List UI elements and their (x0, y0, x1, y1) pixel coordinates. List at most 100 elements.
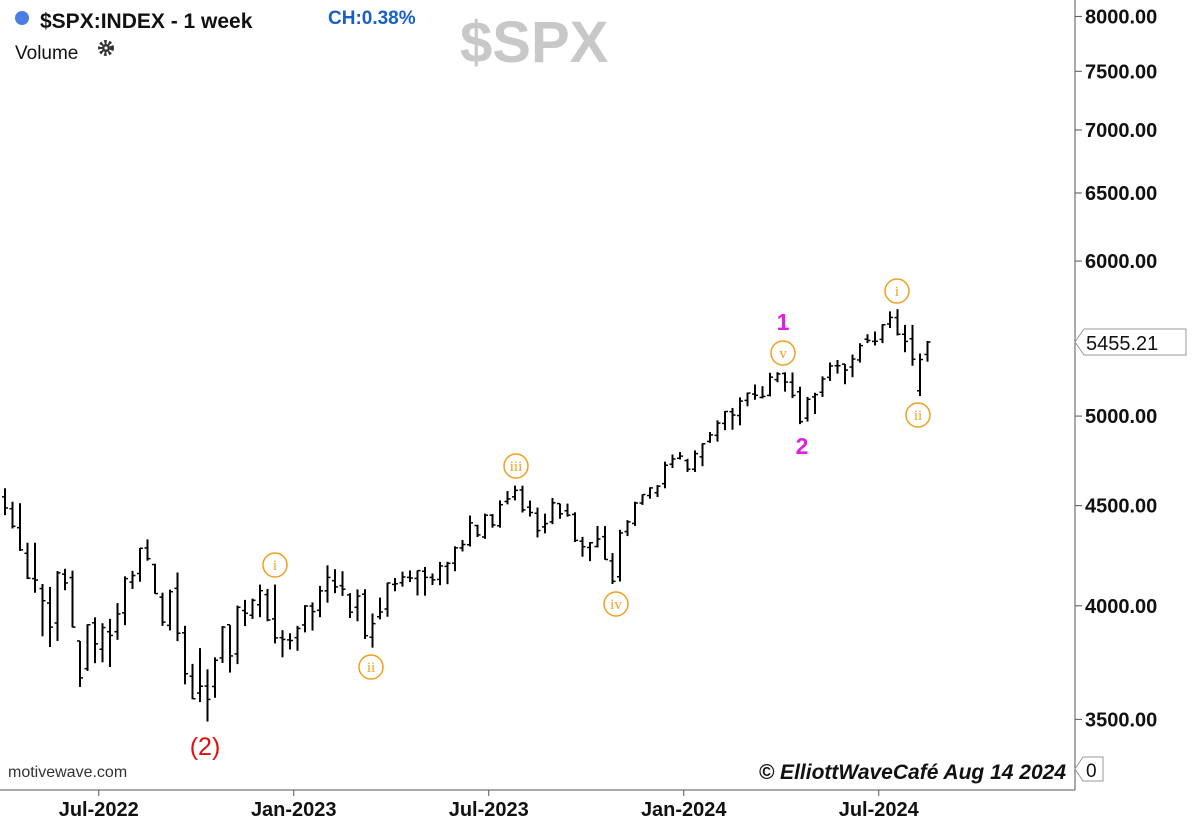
ohlc-bar (594, 525, 601, 548)
ohlc-bar (62, 568, 68, 591)
wave-circle (770, 340, 796, 366)
ohlc-bar (129, 570, 136, 589)
ohlc-bar (302, 605, 308, 633)
ohlc-bar (692, 450, 698, 472)
ohlc-bar (422, 566, 428, 596)
copyright: © ElliottWaveCafé Aug 14 2024 (759, 761, 1067, 784)
ohlc-bar (924, 340, 931, 362)
ohlc-bar (654, 485, 661, 498)
ohlc-bar (557, 502, 563, 519)
ohlc-bar (212, 657, 218, 698)
ohlc-bar (812, 392, 818, 415)
ohlc-bar (287, 633, 293, 650)
ohlc-bar (609, 553, 616, 584)
ohlc-bar (189, 663, 196, 700)
ohlc-bar (234, 605, 241, 665)
ohlc-bar (144, 539, 151, 561)
wave-label: (2) (190, 733, 221, 761)
wave-circle (262, 552, 288, 578)
ohlc-bar (362, 589, 368, 639)
ohlc-bar (347, 593, 353, 619)
ohlc-bar (917, 353, 923, 397)
ohlc-bar (722, 410, 728, 431)
ohlc-bar (219, 626, 226, 663)
ohlc-bar (309, 602, 316, 631)
ohlc-bar (339, 571, 346, 596)
ohlc-bar (2, 488, 8, 516)
ohlc-bar (489, 514, 496, 528)
watermark: $SPX (460, 10, 609, 75)
ohlc-bar (407, 570, 413, 583)
change-label: CH:0.38% (328, 8, 416, 29)
ohlc-bar (737, 397, 743, 426)
ohlc-bar (789, 372, 796, 399)
ohlc-bar (647, 487, 653, 499)
ohlc-bar (864, 334, 871, 344)
ohlc-bar (84, 623, 91, 671)
ohlc-bar (159, 592, 166, 626)
ohlc-bar (444, 561, 451, 585)
ohlc-bar (519, 485, 526, 513)
ohlc-bar (249, 598, 256, 619)
ohlc-bar (774, 372, 781, 383)
ohlc-bar (527, 500, 533, 517)
ohlc-bar (227, 623, 233, 673)
ohlc-bar (24, 542, 31, 580)
price-bars (2, 309, 931, 722)
ohlc-bar (729, 407, 736, 430)
x-tick-label: Jul-2023 (449, 799, 529, 821)
y-tick-label: 6500.00 (1085, 183, 1157, 205)
ohlc-bar (579, 536, 586, 557)
gear-hole (104, 46, 108, 50)
wave-label: 1 (777, 309, 790, 335)
ohlc-bar (617, 529, 623, 582)
ohlc-bar (317, 585, 323, 618)
ohlc-bar (699, 442, 706, 467)
ohlc-bar (782, 372, 788, 392)
x-tick-label: Jul-2022 (59, 799, 139, 821)
ohlc-bar (512, 485, 518, 501)
wave-label: i (273, 558, 277, 574)
x-tick-label: Jul-2024 (839, 799, 920, 821)
ohlc-bar (452, 546, 458, 572)
y-tick-label: 7500.00 (1085, 61, 1157, 83)
settings-icon[interactable] (98, 40, 114, 56)
wave-circle (905, 402, 931, 428)
ohlc-bar (632, 501, 638, 526)
price-label-box (1074, 328, 1187, 356)
ohlc-bar (474, 524, 481, 538)
last-price-label: 5455.21 (1086, 333, 1158, 355)
y-tick-label: 8000.00 (1085, 6, 1157, 28)
ohlc-bar (69, 570, 76, 628)
ohlc-bar (174, 572, 181, 642)
y-tick-label: 6000.00 (1085, 251, 1157, 273)
ohlc-bar (377, 597, 383, 620)
ohlc-bar (624, 520, 631, 537)
ohlc-bar (392, 578, 398, 592)
ohlc-bar (354, 589, 361, 622)
ohlc-bar (114, 603, 121, 640)
ohlc-bar (437, 561, 443, 586)
wave-circle (884, 278, 910, 304)
gear-teeth (98, 40, 114, 56)
ohlc-bar (482, 513, 488, 539)
ohlc-bar (197, 648, 203, 703)
chart-title: $SPX:INDEX - 1 week (40, 10, 253, 33)
y-tick-label: 3500.00 (1085, 709, 1157, 731)
ohlc-bar (332, 569, 338, 594)
volume-tick-label: 0 (1086, 761, 1097, 782)
ohlc-bar (827, 362, 833, 381)
ohlc-bar (17, 503, 23, 551)
indicator-label: Volume (15, 43, 78, 64)
ohlc-bar (324, 565, 331, 603)
ohlc-bar (77, 640, 83, 687)
ohlc-bar (909, 324, 916, 366)
ohlc-bar (797, 386, 803, 425)
ohlc-bar (714, 420, 721, 442)
wave-circle (603, 591, 629, 617)
wave-circle (358, 654, 384, 680)
wave-label: i (895, 284, 899, 300)
wave-label: iii (510, 459, 523, 475)
